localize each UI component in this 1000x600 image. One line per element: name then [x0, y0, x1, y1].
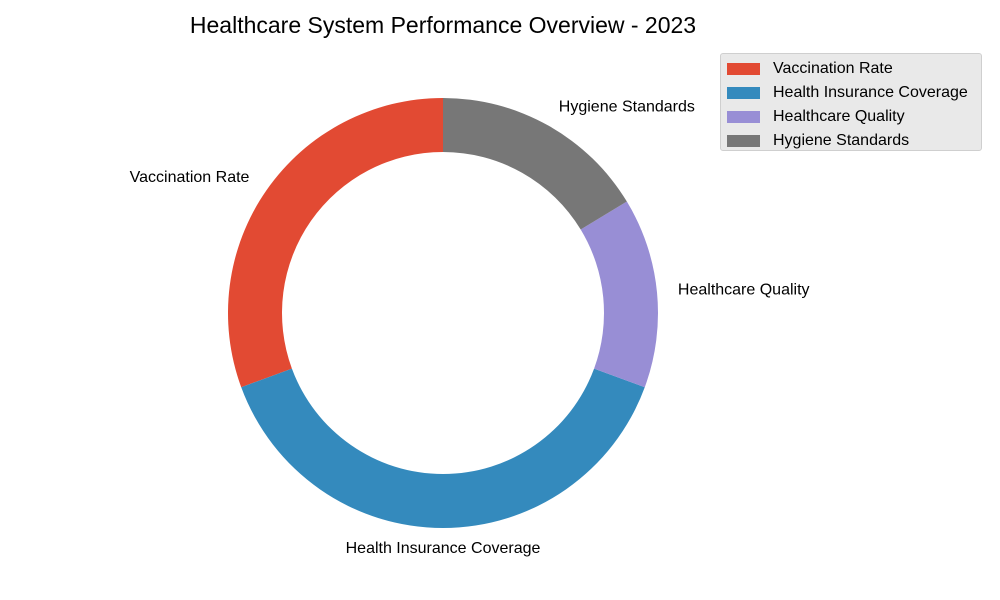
slice-label: Healthcare Quality — [678, 282, 810, 299]
legend-label: Health Insurance Coverage — [773, 84, 968, 101]
legend-item-hygiene-standards: Hygiene Standards — [727, 129, 981, 153]
slice-label: Vaccination Rate — [130, 169, 250, 186]
slice-health-insurance-coverage — [241, 368, 645, 528]
legend-label: Healthcare Quality — [773, 108, 905, 125]
donut-slices — [227, 97, 658, 528]
legend-item-healthcare-quality: Healthcare Quality — [727, 105, 981, 129]
legend-swatch — [727, 111, 760, 123]
slice-vaccination-rate — [227, 98, 443, 388]
legend-item-vaccination-rate: Vaccination Rate — [727, 57, 981, 81]
slice-label: Hygiene Standards — [559, 99, 695, 116]
slice-hygiene-standards — [443, 97, 627, 230]
legend: Vaccination Rate Health Insurance Covera… — [720, 53, 982, 151]
legend-item-health-insurance-coverage: Health Insurance Coverage — [727, 81, 981, 105]
slice-healthcare-quality — [580, 201, 658, 388]
slice-labels: Vaccination Rate Health Insurance Coverag… — [130, 99, 810, 558]
slice-label: Health Insurance Coverage — [346, 540, 541, 557]
legend-label: Vaccination Rate — [773, 60, 893, 77]
legend-swatch — [727, 87, 760, 99]
legend-swatch — [727, 135, 760, 147]
legend-swatch — [727, 63, 760, 75]
legend-label: Hygiene Standards — [773, 132, 910, 149]
chart-title: Healthcare System Performance Overview -… — [189, 12, 697, 38]
